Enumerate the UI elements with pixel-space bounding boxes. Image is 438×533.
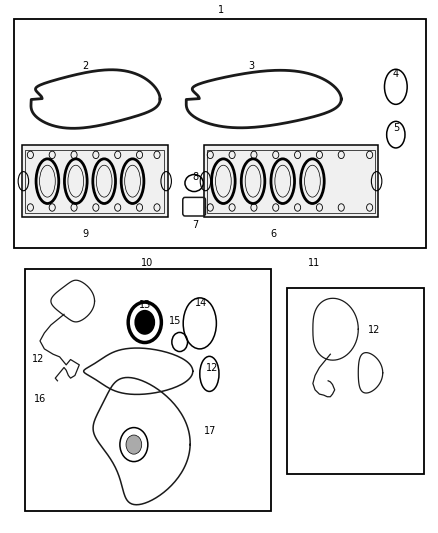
Bar — [25, 150, 164, 213]
Text: 8: 8 — [192, 172, 198, 182]
Bar — [207, 150, 375, 213]
Text: 10: 10 — [141, 259, 153, 268]
Text: 14: 14 — [195, 297, 208, 308]
Bar — [25, 269, 272, 511]
Text: 12: 12 — [206, 362, 219, 373]
Text: 6: 6 — [271, 229, 277, 239]
Text: 2: 2 — [83, 61, 89, 70]
Text: 11: 11 — [308, 259, 320, 268]
Text: 13: 13 — [139, 300, 151, 310]
Text: 12: 12 — [32, 354, 44, 364]
Text: 7: 7 — [192, 220, 198, 230]
Text: 15: 15 — [169, 316, 181, 326]
Bar — [287, 288, 424, 474]
Bar — [21, 146, 168, 217]
Text: 17: 17 — [204, 426, 216, 437]
Text: 12: 12 — [368, 325, 380, 335]
Ellipse shape — [126, 435, 142, 454]
Text: 16: 16 — [34, 394, 46, 405]
Bar — [204, 146, 378, 217]
Text: 9: 9 — [83, 229, 89, 239]
Ellipse shape — [135, 311, 154, 334]
Text: 4: 4 — [393, 69, 399, 79]
Text: 1: 1 — [218, 5, 224, 15]
Bar — [14, 19, 426, 248]
Text: 3: 3 — [249, 61, 255, 70]
Text: 5: 5 — [393, 123, 399, 133]
